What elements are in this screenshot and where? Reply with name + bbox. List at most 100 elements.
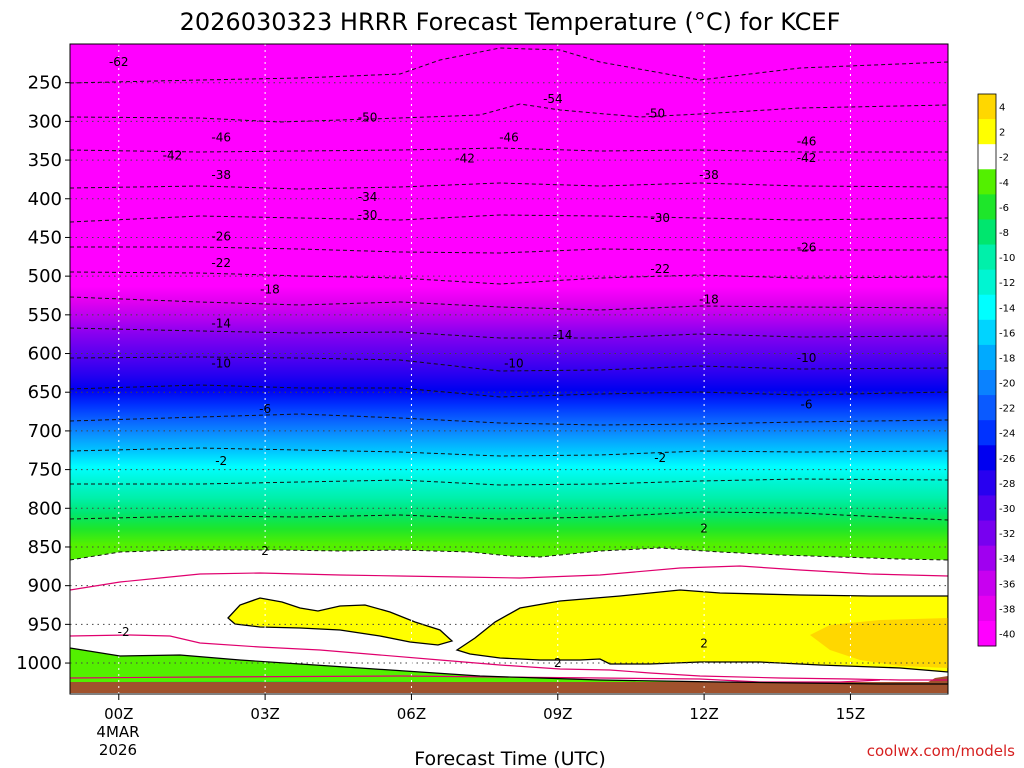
isotherm-62 xyxy=(70,47,948,84)
x-tick-label: 09Z xyxy=(543,705,572,723)
colorbar-swatch xyxy=(978,445,996,471)
isotherm-30 xyxy=(70,327,948,339)
contour-label-text: -10 xyxy=(797,351,817,365)
colorbar-tick-label: -30 xyxy=(999,504,1015,515)
isotherm-42 xyxy=(70,246,948,254)
colorbar-frame xyxy=(977,93,997,647)
x-tick-label: 03Z xyxy=(250,705,279,723)
y-tick-label: 900 xyxy=(28,576,62,597)
contour-label-text: -22 xyxy=(211,256,231,270)
contour-labels: -62-54-50 -50-46 -46 -46-42 -42 -42-38 -38-34-… xyxy=(109,55,817,670)
colorbar-swatch xyxy=(978,219,996,246)
contour-label-text: -14 xyxy=(553,328,573,342)
contour-label: -46 xyxy=(499,131,519,145)
y-tick-label: 700 xyxy=(28,421,62,442)
colorbar-swatch xyxy=(978,344,996,371)
colorbar-swatch xyxy=(978,470,996,496)
contour-label-text: -42 xyxy=(163,148,183,162)
colorbar-swatch xyxy=(978,620,996,647)
contour-label-text: -6 xyxy=(259,402,271,416)
contour-label: -30 xyxy=(650,211,670,225)
y-tick-label: 550 xyxy=(28,305,62,326)
colorbar-swatch xyxy=(978,294,996,321)
isotherm-lines xyxy=(70,47,948,561)
contour-label: -38 xyxy=(699,168,719,182)
chart-title: 2026030323 HRRR Forecast Temperature (°C… xyxy=(180,8,841,36)
contour-label: -26 xyxy=(797,241,817,255)
colorbar-tick-label: -34 xyxy=(999,554,1015,565)
contour-label-text: -14 xyxy=(211,316,231,330)
plot-area: -62-54-50 -50-46 -46 -46-42 -42 -42-38 -38-34-… xyxy=(70,44,948,693)
isotherm-26 xyxy=(70,356,948,372)
y-tick-label: 800 xyxy=(28,498,62,519)
colorbar-tick-label: -2 xyxy=(999,153,1009,164)
contour-label: -18 xyxy=(260,282,280,296)
contour-label: -10 xyxy=(797,351,817,365)
isotherm-22 xyxy=(70,384,948,398)
colorbar-tick-label: -8 xyxy=(999,228,1009,239)
contour-label: -6 xyxy=(259,402,271,416)
isotherm-54 xyxy=(70,147,948,153)
contour-label-text: -42 xyxy=(797,151,817,165)
contour-label-text: -46 xyxy=(797,135,817,149)
contour-label-text: -50 xyxy=(358,111,378,125)
contour-label: -10 xyxy=(211,357,231,371)
contour-label-text: -62 xyxy=(109,55,129,69)
colorbar-swatch xyxy=(978,119,996,145)
warmest-patch xyxy=(810,618,948,668)
contour-label-text: -34 xyxy=(358,190,378,204)
contour-label: -34 xyxy=(358,190,378,204)
colorbar-tick-label: -32 xyxy=(999,529,1015,540)
isotherm-6 xyxy=(70,511,948,521)
y-tick-label: 400 xyxy=(28,189,62,210)
contour-label: -2 xyxy=(215,454,227,468)
colorbar-tick-label: -40 xyxy=(999,629,1015,640)
colorbar-swatch xyxy=(978,244,996,271)
colorbar-tick-label: -4 xyxy=(999,178,1009,189)
y-tick-label: 850 xyxy=(28,537,62,558)
contour-label-text: -26 xyxy=(797,241,817,255)
colorbar-tick-label: -38 xyxy=(999,604,1015,615)
contour-label: -42 xyxy=(163,148,183,162)
contour-label-text: -18 xyxy=(699,292,719,306)
colorbar-swatch xyxy=(978,520,996,547)
colorbar-tick-label: -24 xyxy=(999,429,1015,440)
isotherm-38 xyxy=(70,271,948,285)
x-axis-label: Forecast Time (UTC) xyxy=(414,748,605,768)
y-tick-label: 350 xyxy=(28,150,62,171)
contour-label-text: -22 xyxy=(650,262,670,276)
colorbar-swatch xyxy=(978,395,996,421)
contour-label: -46 xyxy=(797,135,817,149)
colorbar-swatch xyxy=(978,269,996,296)
contour-label: -2 xyxy=(118,625,130,639)
contour-label: 2 xyxy=(700,521,708,535)
source-credit[interactable]: coolwx.com/models xyxy=(867,742,1015,760)
contour-label-text: -2 xyxy=(215,454,227,468)
contour-label: -14 xyxy=(553,328,573,342)
colorbar-swatch xyxy=(978,94,996,120)
y-axis: 250 300 350 400 450 500 550 600 650 700 750 800 850 9… xyxy=(16,73,70,674)
y-tick-label: 300 xyxy=(28,111,62,132)
contour-label-text: -2 xyxy=(118,625,130,639)
pressure-grid xyxy=(70,82,948,664)
contour-label-text: -10 xyxy=(211,357,231,371)
colorbar-tick-label: 2 xyxy=(999,128,1005,139)
freezing-line-upper xyxy=(70,565,948,591)
contour-label: -2 xyxy=(654,451,666,465)
colorbar-tick-label: -18 xyxy=(999,353,1015,364)
contour-label: -6 xyxy=(801,398,813,412)
contour-label-text: -30 xyxy=(358,208,378,222)
x-axis: 00Z 03Z 06Z 09Z 12Z 15Z xyxy=(104,694,865,723)
cold-air-field xyxy=(70,44,948,560)
y-tick-label: 500 xyxy=(28,266,62,287)
contour-label-text: -38 xyxy=(699,168,719,182)
x-tick-label: 06Z xyxy=(397,705,426,723)
colorbar-swatch xyxy=(978,194,996,220)
contour-label: -22 xyxy=(650,262,670,276)
contour-label-text: -46 xyxy=(211,131,231,145)
colorbar-swatch xyxy=(978,319,996,346)
contour-label-text: 2 xyxy=(700,637,708,651)
contour-label: -46 xyxy=(211,131,231,145)
contour-label-text: 2 xyxy=(261,544,269,558)
